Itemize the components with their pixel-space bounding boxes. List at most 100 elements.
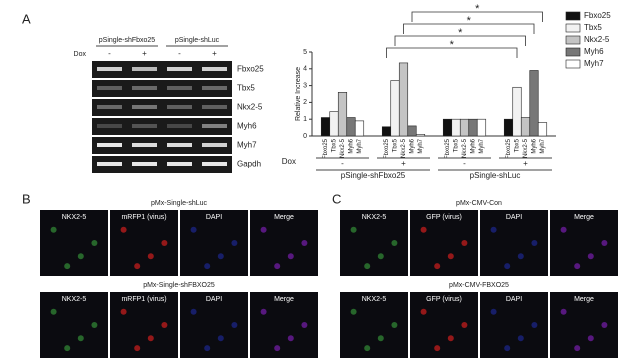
cell — [391, 322, 398, 328]
legend-swatch — [565, 23, 581, 33]
cell — [420, 308, 427, 315]
cell — [434, 345, 441, 352]
gel-band — [202, 124, 227, 128]
cell — [504, 263, 511, 270]
cell — [50, 226, 57, 233]
bar — [415, 134, 426, 137]
gel-band-label: Tbx5 — [237, 84, 255, 93]
micro-title: pMx-CMV-Con — [456, 200, 502, 207]
legend-swatch — [565, 59, 581, 69]
legend-swatch — [565, 47, 581, 57]
cell — [120, 226, 127, 233]
bar — [476, 118, 487, 137]
gel-band — [167, 124, 192, 128]
gel-band-label: Myh6 — [237, 122, 257, 131]
gel-band — [202, 105, 227, 109]
gel-strip — [92, 118, 232, 135]
cell — [350, 226, 357, 233]
bar — [442, 118, 453, 137]
bar — [329, 111, 339, 137]
gel-band — [202, 143, 227, 147]
gel-band — [132, 105, 157, 109]
micro-channel: mRFP1 (virus) — [121, 214, 166, 221]
gel-band — [132, 143, 157, 147]
micro-channel: DAPI — [506, 296, 522, 303]
gel-lane: - — [178, 49, 181, 58]
cell — [517, 335, 524, 342]
significance-bracket — [394, 35, 526, 46]
cell — [50, 308, 57, 315]
bar — [468, 118, 478, 137]
cell — [560, 226, 567, 233]
panel-label: A — [22, 11, 31, 26]
y-axis-label: Relative Increase — [295, 67, 302, 121]
gel-band — [202, 162, 227, 166]
bar — [398, 62, 409, 137]
cell — [134, 263, 141, 270]
cell — [377, 335, 384, 342]
cell — [120, 308, 127, 315]
gel-strip — [92, 61, 232, 78]
micro-channel: DAPI — [206, 296, 222, 303]
panel-label: C — [332, 191, 341, 206]
gel-lane: + — [142, 49, 147, 58]
micro-channel: mRFP1 (virus) — [121, 296, 166, 303]
gel-band — [97, 162, 122, 166]
cell — [447, 335, 454, 342]
legend-label: Tbx5 — [584, 23, 602, 32]
gel-band — [202, 86, 227, 90]
legend-label: Nkx2-5 — [584, 35, 610, 44]
bar — [320, 117, 331, 137]
micro-title: pMx-Single-shLuc — [151, 200, 208, 207]
bar — [520, 117, 531, 137]
micro-channel: Merge — [274, 214, 294, 221]
micro-channel: Merge — [274, 296, 294, 303]
x-tick-label: - — [341, 159, 344, 168]
gel-band — [97, 143, 122, 147]
cell — [574, 263, 581, 270]
significance-star: * — [458, 27, 463, 39]
bar-label: Myh6 — [410, 138, 416, 153]
significance-bracket — [386, 47, 518, 58]
cell — [161, 240, 168, 246]
gel-band-label: Nkx2-5 — [237, 103, 263, 112]
bar-label: Myh6 — [471, 138, 477, 153]
micro-channel: DAPI — [206, 214, 222, 221]
significance-star: * — [450, 39, 455, 51]
cell — [531, 322, 538, 328]
micro-channel: NKX2-5 — [362, 296, 387, 303]
gel-band — [167, 162, 192, 166]
cell — [231, 240, 238, 246]
gel-band — [167, 105, 192, 109]
x-tick-label: + — [523, 159, 528, 168]
bar-label: Myh6 — [532, 138, 538, 153]
micro-channel: NKX2-5 — [62, 214, 87, 221]
y-tick-label: 3 — [303, 82, 307, 89]
gel-band — [202, 67, 227, 71]
cell — [91, 240, 98, 246]
micro-channel: Merge — [574, 214, 594, 221]
cell — [531, 240, 538, 246]
cell — [301, 322, 308, 328]
micro-channel: Merge — [574, 296, 594, 303]
gel-strip — [92, 137, 232, 154]
y-tick-label: 1 — [303, 116, 307, 123]
gel-strip — [92, 80, 232, 97]
cell — [274, 345, 281, 352]
gel-band — [167, 67, 192, 71]
bar-label: Nkx2-5 — [401, 138, 407, 158]
bar — [503, 118, 514, 137]
cell — [161, 322, 168, 328]
cell — [560, 308, 567, 315]
significance-star: * — [467, 15, 472, 27]
y-tick-label: 2 — [303, 99, 307, 106]
gel-band-label: Myh7 — [237, 141, 257, 150]
cell — [77, 253, 84, 260]
bar — [512, 86, 522, 137]
cell — [490, 226, 497, 233]
cell — [377, 253, 384, 260]
cell — [260, 226, 267, 233]
cell — [231, 322, 238, 328]
gel-band — [132, 124, 157, 128]
